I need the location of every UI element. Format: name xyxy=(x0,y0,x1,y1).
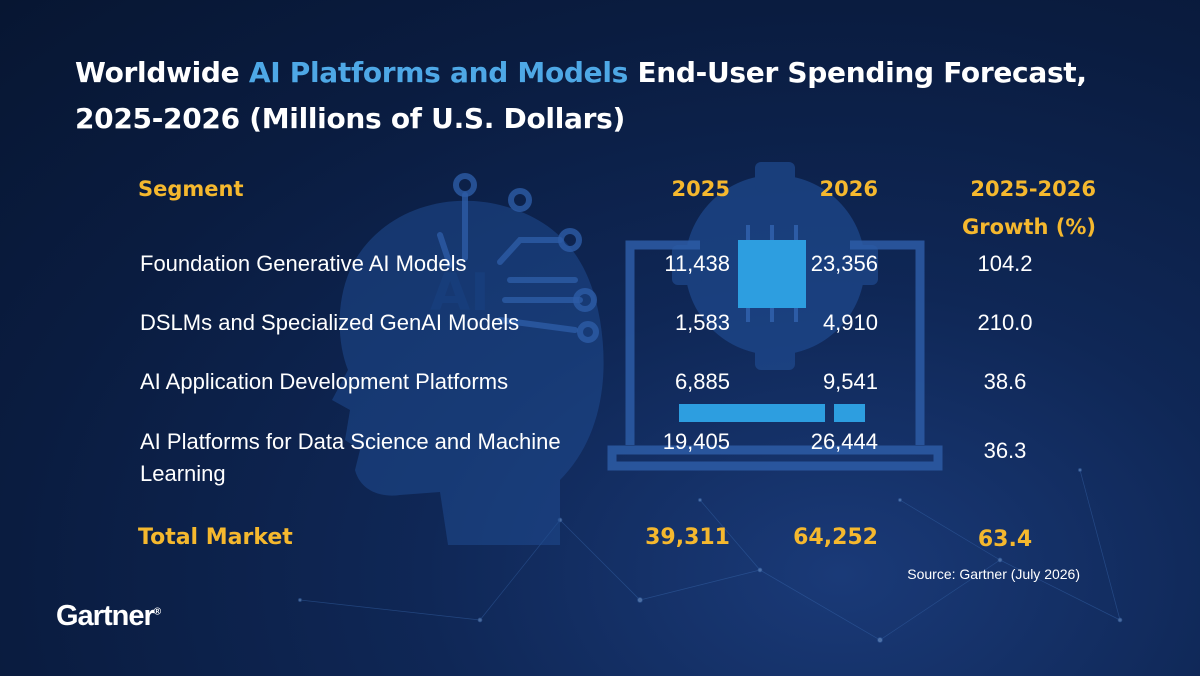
row-2-growth-value: 210.0 xyxy=(977,310,1033,335)
row-3-segment: AI Application Development Platforms xyxy=(140,369,509,394)
row-3-2025-value: 6,885 xyxy=(674,369,730,394)
title-highlight: AI Platforms and Models xyxy=(248,56,628,89)
row-1-segment: Foundation Generative AI Models xyxy=(140,251,467,276)
row-2-segment: DSLMs and Specialized GenAI Models xyxy=(140,310,520,335)
registered-mark: ® xyxy=(153,606,162,618)
chart-title: Worldwide AI Platforms and Models End-Us… xyxy=(75,50,1135,142)
row-3-growth-value: 38.6 xyxy=(983,369,1027,394)
row-4-2025-value: 19,405 xyxy=(662,429,730,454)
circuit-nodes-decoration xyxy=(453,173,599,343)
progress-bar-decoration-right xyxy=(834,404,865,422)
chip-pins-decoration xyxy=(746,225,798,322)
source-note: Source: Gartner (July 2026) xyxy=(907,566,1080,582)
row-4-segment: AI Platforms for Data Science and Machin… xyxy=(140,429,561,486)
total-2025-value: 39,311 xyxy=(645,525,730,550)
total-2026-value: 64,252 xyxy=(793,525,878,550)
column-header-growth: 2025-2026 Growth (%) xyxy=(962,177,1096,239)
ai-letters-decoration: AI xyxy=(430,263,490,323)
total-growth-value: 63.4 xyxy=(977,527,1033,552)
row-4-growth-value: 36.3 xyxy=(983,438,1027,463)
chip-decoration xyxy=(738,240,806,308)
gartner-logo: Gartner® xyxy=(56,600,161,633)
laptop-decoration xyxy=(607,240,943,471)
gartner-logo-text: Gartner xyxy=(56,600,155,632)
title-part-2: End-User Spending Forecast, 2025-2026 (M… xyxy=(75,56,1087,135)
circuit-traces-decoration xyxy=(437,192,583,333)
row-3-2026-value: 9,541 xyxy=(822,369,878,394)
row-1-growth-value: 104.2 xyxy=(977,251,1033,276)
progress-bar-decoration-left xyxy=(679,404,825,422)
title-part-1: Worldwide xyxy=(75,56,249,89)
column-header-segment: Segment xyxy=(138,177,244,201)
head-silhouette-decoration xyxy=(332,200,604,546)
row-1-2025-value: 11,438 xyxy=(664,251,730,276)
row-2-2026-value: 4,910 xyxy=(822,310,878,335)
row-1-2026-value: 23,356 xyxy=(810,251,878,276)
row-4-2026-value: 26,444 xyxy=(810,429,878,454)
column-header-2025: 2025 xyxy=(671,177,730,201)
total-row-label: Total Market xyxy=(138,525,293,550)
column-header-2026: 2026 xyxy=(819,177,878,201)
row-2-2025-value: 1,583 xyxy=(674,310,730,335)
